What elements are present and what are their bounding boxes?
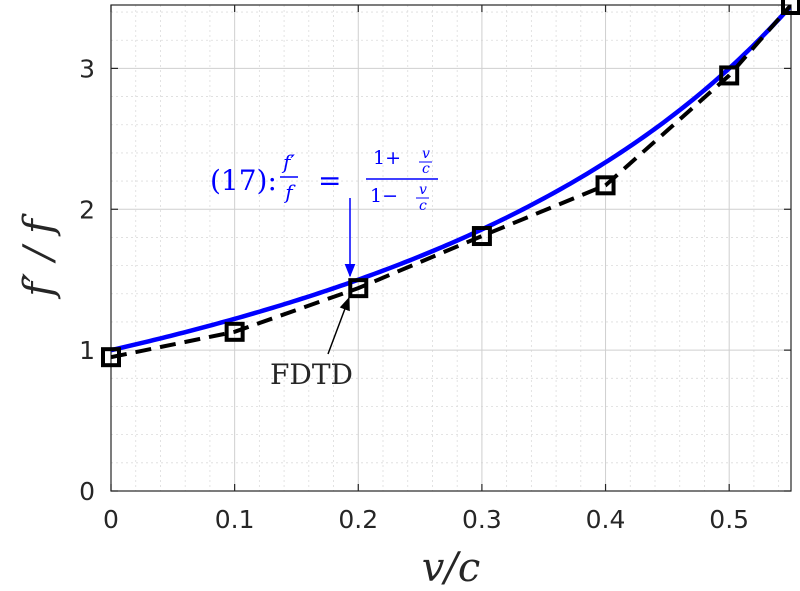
fdtd-marker-point <box>224 321 245 342</box>
x-tick-labels: 0 0.1 0.2 0.3 0.4 0.5 <box>103 505 749 534</box>
y-tick-label: 0 <box>79 477 95 506</box>
y-tick-labels: 0 1 2 3 <box>79 54 95 506</box>
plot-frame <box>110 4 792 492</box>
x-tick-label: 0 <box>103 505 119 534</box>
y-tick-label: 1 <box>79 336 95 365</box>
x-axis-label: v/c <box>422 545 480 591</box>
x-tick-label: 0.3 <box>462 505 502 534</box>
fdtd-marker-point <box>471 226 492 247</box>
formula-equals: = <box>318 164 341 197</box>
fdtd-annotation: FDTD <box>270 358 353 391</box>
x-tick-label: 0.2 <box>338 505 378 534</box>
formula-numerator-v: v <box>422 146 430 162</box>
formula-annotation: (17): f′ f = 1+ v c 1− v c <box>210 146 438 214</box>
x-tick-label: 0.1 <box>215 505 255 534</box>
y-tick-label: 2 <box>79 195 95 224</box>
formula-denominator-one-minus: 1− <box>370 185 398 207</box>
y-axis-label: f′ / f <box>16 213 62 300</box>
fdtd-marker-point <box>719 65 740 86</box>
formula-numerator-one-plus: 1+ <box>373 147 401 169</box>
series-line-fdtd <box>111 5 791 360</box>
x-tick-label: 0.5 <box>709 505 749 534</box>
fdtd-marker-point <box>348 278 369 299</box>
formula-fprime: f′ <box>281 150 295 174</box>
formula-numerator-c: c <box>422 161 430 177</box>
formula-label: (17): <box>210 164 277 197</box>
fdtd-arrow <box>327 296 350 355</box>
x-tick-label: 0.4 <box>586 505 626 534</box>
series-line-17 <box>111 5 791 353</box>
minor-grid <box>111 5 791 491</box>
y-tick-label: 3 <box>79 54 95 83</box>
fdtd-marker-point <box>101 347 121 368</box>
fdtd-marker-point <box>781 0 800 15</box>
major-grid <box>111 5 791 491</box>
fdtd-markers <box>101 0 800 368</box>
formula-denominator-v: v <box>419 182 427 198</box>
formula-denominator-c: c <box>419 198 427 214</box>
fdtd-marker-point <box>595 175 616 196</box>
